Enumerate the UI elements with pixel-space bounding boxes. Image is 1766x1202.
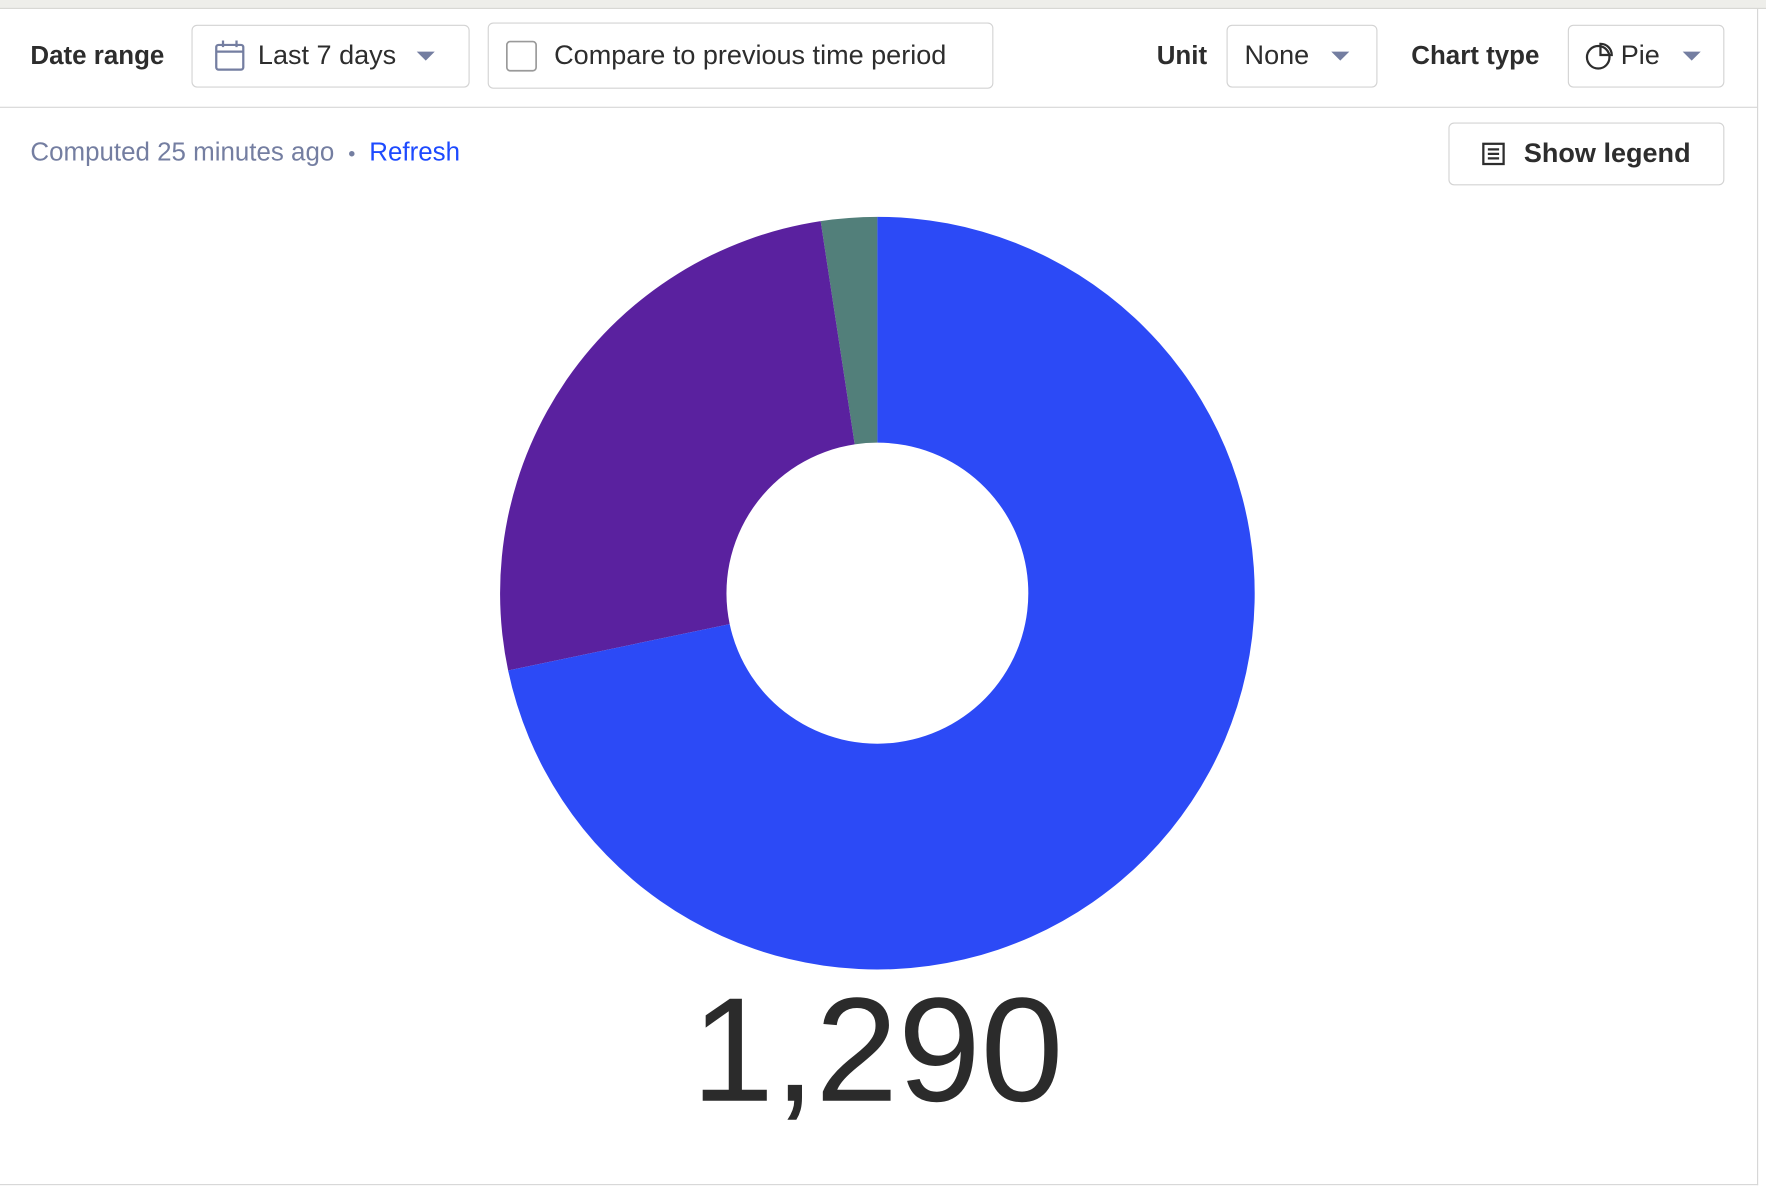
insight-card: Date range Last 7 days Compare to previo…	[0, 8, 1759, 1186]
caret	[1331, 51, 1350, 61]
checkbox[interactable]	[505, 39, 539, 73]
total-value: 1,290	[691, 968, 1063, 1133]
separator: •	[348, 142, 356, 166]
date-range-label: Date range	[30, 40, 165, 70]
status-line: Computed 25 minutes ago • Refresh	[30, 137, 460, 167]
date-range-value: Last 7 days	[257, 40, 397, 71]
calendar-icon	[215, 40, 245, 71]
date-range-button[interactable]: Last 7 days	[191, 24, 470, 88]
pie-slice	[508, 216, 1255, 970]
chart-type-value: Pie	[1620, 40, 1660, 71]
caret	[416, 51, 435, 61]
compare-toggle[interactable]: Compare to previous time period	[487, 22, 994, 89]
chart: 1,290	[500, 216, 1255, 1133]
pie-slice	[500, 221, 855, 671]
top-strip	[0, 0, 1766, 9]
compare-label: Compare to previous time period	[554, 39, 947, 71]
toolbar: Date range Last 7 days Compare to previo…	[0, 9, 1758, 108]
computed-text: Computed 25 minutes ago	[30, 137, 335, 167]
show-legend-label: Show legend	[1523, 138, 1691, 169]
chart-type-button[interactable]: Pie	[1567, 24, 1725, 88]
show-legend-button[interactable]: Show legend	[1448, 122, 1725, 186]
unit-label: Unit	[1156, 40, 1208, 70]
pie-slice	[820, 216, 878, 445]
unit-value: None	[1244, 40, 1310, 71]
caret	[1682, 51, 1701, 61]
unit-button[interactable]: None	[1226, 24, 1378, 88]
legend-icon	[1482, 142, 1505, 166]
pie-icon	[1585, 42, 1613, 70]
chart-type-label: Chart type	[1411, 40, 1540, 70]
refresh-link[interactable]: Refresh	[369, 137, 461, 167]
